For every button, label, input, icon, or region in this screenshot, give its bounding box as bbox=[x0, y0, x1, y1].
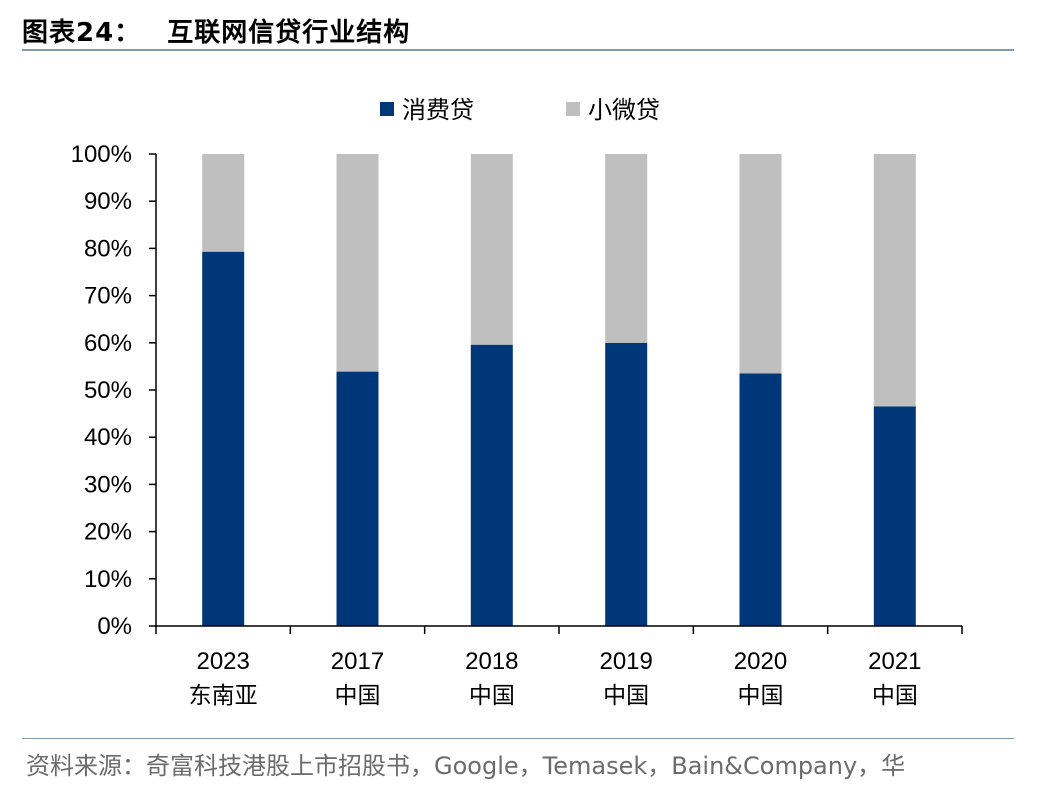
x-tick-label-year: 2017 bbox=[331, 648, 384, 675]
bar-smb-2019-3 bbox=[605, 154, 648, 343]
y-tick-label: 100% bbox=[71, 141, 132, 168]
axes: 0% 10% 20% 30% 40% 50% 60% 70% 80% 90% 100% 2023 东南亚… bbox=[71, 141, 963, 709]
y-tick-label: 20% bbox=[84, 519, 132, 546]
bar-smb-2021-5 bbox=[873, 154, 916, 407]
source-divider bbox=[22, 738, 1014, 739]
x-tick-label-region: 中国 bbox=[872, 683, 918, 709]
legend-swatch-consumer bbox=[380, 102, 394, 116]
bar-consumer-2021-5 bbox=[873, 406, 916, 626]
figure-label: 图表24： bbox=[22, 18, 142, 48]
figure-title: 图表24： 互联网信贷行业结构 bbox=[22, 12, 410, 49]
title-divider bbox=[22, 49, 1014, 51]
x-tick-label-year: 2021 bbox=[868, 648, 921, 675]
x-tick-label-region: 中国 bbox=[738, 683, 784, 709]
bar-consumer-2020-4 bbox=[739, 373, 782, 626]
source-note: 资料来源：奇富科技港股上市招股书，Google，Temasek，Bain&Com… bbox=[26, 752, 906, 780]
x-tick-label-year: 2019 bbox=[599, 648, 652, 675]
figure-title-text: 互联网信贷行业结构 bbox=[167, 18, 411, 48]
x-tick-label-region: 中国 bbox=[603, 683, 649, 709]
x-tick-label-region: 东南亚 bbox=[189, 683, 258, 709]
bar-consumer-2019-3 bbox=[605, 342, 648, 626]
bar-consumer-2017-1 bbox=[336, 371, 379, 626]
y-tick-label: 30% bbox=[84, 471, 132, 498]
y-tick-label: 90% bbox=[84, 188, 132, 215]
x-tick-label-region: 中国 bbox=[469, 683, 515, 709]
bar-smb-2018-2 bbox=[470, 154, 513, 345]
x-tick-label-region: 中国 bbox=[335, 683, 381, 709]
y-tick-label: 0% bbox=[97, 613, 132, 640]
bars bbox=[202, 154, 916, 626]
y-tick-label: 10% bbox=[84, 566, 132, 593]
y-tick-label: 40% bbox=[84, 424, 132, 451]
y-tick-label: 60% bbox=[84, 330, 132, 357]
x-tick-label-year: 2020 bbox=[734, 648, 787, 675]
bar-smb-2017-1 bbox=[336, 154, 379, 372]
legend-swatch-smb bbox=[566, 102, 580, 116]
x-tick-label-year: 2018 bbox=[465, 648, 518, 675]
bar-consumer-2018-2 bbox=[470, 344, 513, 626]
bar-consumer-2023-0 bbox=[202, 251, 245, 626]
stacked-bar-chart: 消费贷 小微贷 0% 10% 20% 30% 40% 50% 60% 70% 80% 90% 100%… bbox=[71, 96, 963, 709]
y-tick-label: 50% bbox=[84, 377, 132, 404]
y-tick-label: 80% bbox=[84, 235, 132, 262]
y-tick-label: 70% bbox=[84, 283, 132, 310]
legend: 消费贷 小微贷 bbox=[380, 96, 660, 124]
bar-smb-2020-4 bbox=[739, 154, 782, 374]
legend-label-smb: 小微贷 bbox=[588, 96, 660, 124]
bar-smb-2023-0 bbox=[202, 154, 245, 252]
legend-label-consumer: 消费贷 bbox=[402, 96, 474, 124]
x-tick-label-year: 2023 bbox=[196, 648, 249, 675]
